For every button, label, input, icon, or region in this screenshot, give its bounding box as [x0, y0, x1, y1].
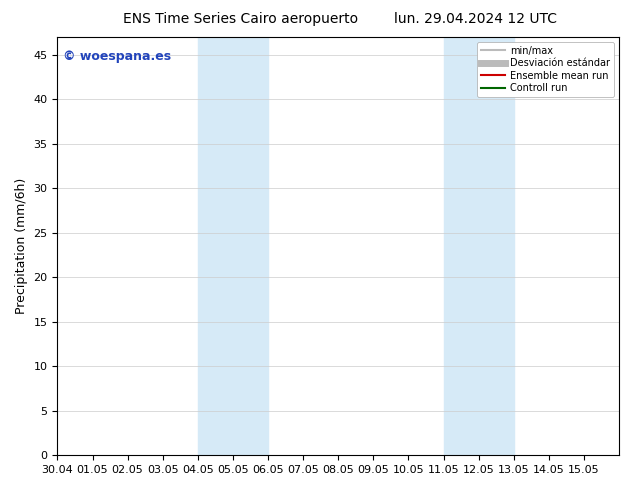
Text: © woespana.es: © woespana.es — [63, 49, 171, 63]
Text: lun. 29.04.2024 12 UTC: lun. 29.04.2024 12 UTC — [394, 12, 557, 26]
Bar — [198, 37, 268, 455]
Text: ENS Time Series Cairo aeropuerto: ENS Time Series Cairo aeropuerto — [124, 12, 358, 26]
Y-axis label: Precipitation (mm/6h): Precipitation (mm/6h) — [15, 178, 28, 314]
Bar — [444, 37, 514, 455]
Legend: min/max, Desviación estándar, Ensemble mean run, Controll run: min/max, Desviación estándar, Ensemble m… — [477, 42, 614, 97]
